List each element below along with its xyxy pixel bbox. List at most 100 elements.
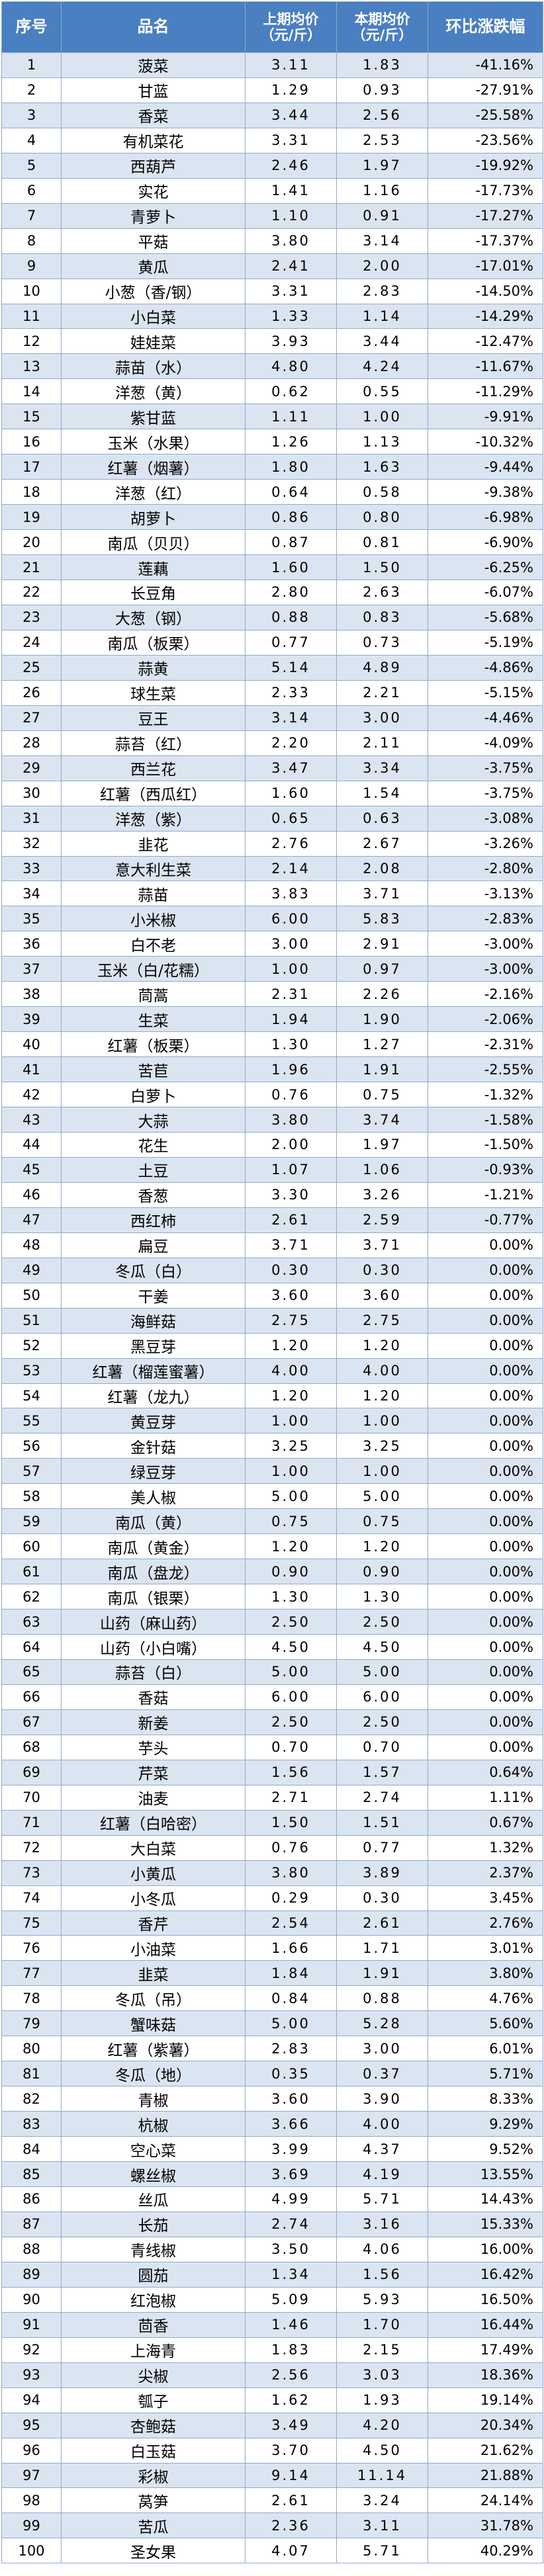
cell-prev-price: 3.31 — [245, 278, 337, 304]
cell-name: 蒜黄 — [61, 654, 246, 681]
cell-cur-price: 0.91 — [336, 202, 428, 229]
cell-prev-price: 3.80 — [245, 228, 337, 254]
table-body: 1 菠菜 3.11 1.83 -41.16% 2 甘蓝 1.29 0.93 -27.91% 3 香菜 3… — [1, 52, 543, 2564]
header-cur-price-line2: （元/斤） — [351, 27, 413, 43]
cell-no: 36 — [1, 931, 62, 957]
cell-no: 24 — [1, 629, 62, 656]
cell-cur-price: 1.56 — [336, 2261, 428, 2288]
table-row: 19 胡萝卜 0.86 0.80 -6.98% — [1, 504, 543, 531]
cell-prev-price: 3.14 — [245, 705, 337, 731]
cell-prev-price: 1.20 — [245, 1383, 337, 1409]
cell-change: 0.00% — [428, 1383, 543, 1409]
cell-no: 64 — [1, 1634, 62, 1660]
cell-change: -19.92% — [428, 152, 543, 179]
header-row: 序号 品名 上期均价 （元/斤） 本期均价 （元/斤） 环比涨跌幅 — [1, 1, 543, 53]
cell-no: 80 — [1, 2036, 62, 2062]
cell-prev-price: 4.99 — [245, 2186, 337, 2212]
cell-change: 2.76% — [428, 1910, 543, 1936]
cell-no: 97 — [1, 2462, 62, 2489]
cell-cur-price: 11.14 — [336, 2462, 428, 2489]
cell-prev-price: 2.80 — [245, 580, 337, 605]
table-row: 41 苦苣 1.96 1.91 -2.55% — [1, 1056, 543, 1083]
cell-no: 31 — [1, 805, 62, 832]
header-cur-price: 本期均价 （元/斤） — [336, 1, 428, 53]
cell-cur-price: 3.24 — [336, 2487, 428, 2514]
cell-cur-price: 0.30 — [336, 1885, 428, 1911]
cell-name: 红薯（榴莲蜜薯） — [61, 1357, 246, 1384]
table-row: 83 杭椒 3.66 4.00 9.29% — [1, 2111, 543, 2137]
cell-name: 青椒 — [61, 2086, 246, 2112]
cell-cur-price: 0.88 — [336, 1985, 428, 2012]
cell-no: 22 — [1, 580, 62, 605]
cell-change: -17.01% — [428, 253, 543, 279]
table-row: 82 青椒 3.60 3.90 8.33% — [1, 2086, 543, 2112]
cell-no: 53 — [1, 1357, 62, 1384]
cell-cur-price: 1.20 — [336, 1533, 428, 1560]
cell-prev-price: 0.29 — [245, 1885, 337, 1911]
cell-name: 冬瓜（白） — [61, 1257, 246, 1283]
cell-cur-price: 4.00 — [336, 1357, 428, 1384]
cell-name: 上海青 — [61, 2337, 246, 2363]
cell-prev-price: 5.00 — [245, 1483, 337, 1510]
cell-change: 3.45% — [428, 1885, 543, 1911]
cell-prev-price: 0.64 — [245, 479, 337, 505]
cell-no: 56 — [1, 1433, 62, 1459]
cell-no: 17 — [1, 454, 62, 480]
cell-change: -4.46% — [428, 705, 543, 731]
table-row: 36 白不老 3.00 2.91 -3.00% — [1, 931, 543, 957]
table-row: 39 生菜 1.94 1.90 -2.06% — [1, 1006, 543, 1033]
cell-name: 香芹 — [61, 1910, 246, 1936]
cell-no: 35 — [1, 906, 62, 932]
cell-no: 95 — [1, 2412, 62, 2438]
cell-no: 66 — [1, 1684, 62, 1710]
cell-cur-price: 2.63 — [336, 580, 428, 605]
cell-name: 金针菇 — [61, 1433, 246, 1459]
cell-name: 红薯（紫薯） — [61, 2036, 246, 2062]
cell-prev-price: 3.44 — [245, 102, 337, 128]
table-row: 46 香葱 3.30 3.26 -1.21% — [1, 1181, 543, 1208]
cell-name: 洋葱（黄） — [61, 378, 246, 405]
cell-prev-price: 2.50 — [245, 1609, 337, 1635]
cell-no: 49 — [1, 1257, 62, 1283]
cell-cur-price: 3.11 — [336, 2512, 428, 2539]
cell-no: 55 — [1, 1408, 62, 1434]
cell-change: 0.00% — [428, 1634, 543, 1660]
cell-prev-price: 1.29 — [245, 77, 337, 103]
cell-no: 18 — [1, 479, 62, 505]
cell-prev-price: 1.33 — [245, 303, 337, 329]
cell-prev-price: 2.00 — [245, 1131, 337, 1158]
cell-prev-price: 1.83 — [245, 2337, 337, 2363]
cell-prev-price: 3.70 — [245, 2437, 337, 2464]
cell-prev-price: 5.09 — [245, 2286, 337, 2313]
cell-name: 意大利生菜 — [61, 855, 246, 882]
cell-cur-price: 0.80 — [336, 504, 428, 531]
cell-change: 9.29% — [428, 2111, 543, 2137]
cell-change: 0.00% — [428, 1282, 543, 1309]
cell-name: 圣女果 — [61, 2538, 246, 2564]
cell-cur-price: 1.70 — [336, 2311, 428, 2338]
cell-name: 小白菜 — [61, 303, 246, 329]
table-row: 76 小油菜 1.66 1.71 3.01% — [1, 1935, 543, 1961]
table-row: 71 红薯（白哈密） 1.50 1.51 0.67% — [1, 1809, 543, 1836]
cell-cur-price: 1.00 — [336, 1408, 428, 1434]
cell-name: 圆茄 — [61, 2261, 246, 2288]
table-row: 7 青萝卜 1.10 0.91 -17.27% — [1, 202, 543, 229]
cell-cur-price: 3.25 — [336, 1433, 428, 1459]
cell-name: 杭椒 — [61, 2111, 246, 2137]
cell-prev-price: 1.94 — [245, 1006, 337, 1033]
cell-name: 大白菜 — [61, 1834, 246, 1861]
cell-change: -5.15% — [428, 679, 543, 706]
cell-no: 59 — [1, 1508, 62, 1535]
cell-prev-price: 5.00 — [245, 2010, 337, 2037]
cell-name: 南瓜（贝贝） — [61, 529, 246, 556]
cell-cur-price: 0.97 — [336, 956, 428, 982]
cell-prev-price: 3.93 — [245, 328, 337, 355]
cell-name: 山药（麻山药） — [61, 1609, 246, 1635]
table-row: 74 小冬瓜 0.29 0.30 3.45% — [1, 1885, 543, 1911]
cell-no: 6 — [1, 177, 62, 204]
cell-change: 0.00% — [428, 1584, 543, 1610]
cell-change: -41.16% — [428, 52, 543, 78]
cell-change: 0.00% — [428, 1357, 543, 1384]
cell-cur-price: 3.74 — [336, 1107, 428, 1133]
